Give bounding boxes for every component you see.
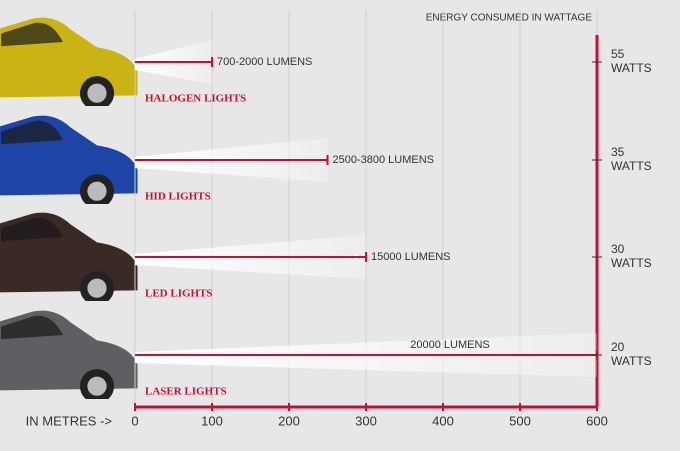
category-label: LED LIGHTS (145, 288, 213, 300)
car (0, 115, 138, 204)
x-axis-title: IN METRES -> (26, 413, 112, 428)
watts-unit: WATTS (611, 354, 652, 368)
category-label: LASER LIGHTS (145, 386, 227, 398)
watts-unit: WATTS (611, 256, 652, 270)
watts-value: 55 (611, 47, 625, 61)
lumens-label: 2500-3800 LUMENS (333, 154, 435, 166)
lumens-label: 15000 LUMENS (371, 251, 451, 263)
x-tick-label: 100 (201, 413, 223, 428)
watts-unit: WATTS (611, 61, 652, 75)
category-label: HALOGEN LIGHTS (145, 93, 246, 105)
x-tick-label: 300 (355, 413, 377, 428)
car (0, 310, 138, 399)
cars (0, 17, 138, 399)
x-tick-label: 400 (432, 413, 454, 428)
x-tick-label: 600 (586, 413, 608, 428)
watts-value: 30 (611, 242, 625, 256)
lumens-label: 20000 LUMENS (410, 339, 490, 351)
watts-value: 35 (611, 145, 625, 159)
watts-unit: WATTS (611, 159, 652, 173)
category-label: HID LIGHTS (145, 191, 211, 203)
lumens-label: 700-2000 LUMENS (217, 56, 312, 68)
x-tick-label: 0 (131, 413, 138, 428)
x-tick-label: 200 (278, 413, 300, 428)
car (0, 212, 138, 301)
watts-value: 20 (611, 340, 625, 354)
y2-axis-title: ENERGY CONSUMED IN WATTAGE (426, 13, 593, 24)
x-tick-label: 500 (509, 413, 531, 428)
car (0, 17, 138, 106)
